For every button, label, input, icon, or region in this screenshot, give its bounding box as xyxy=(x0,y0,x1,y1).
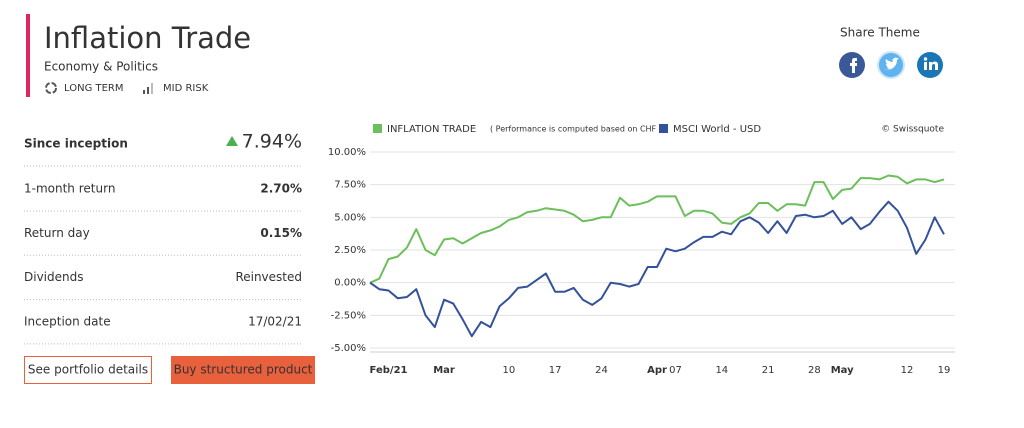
linkedin-button[interactable] xyxy=(917,52,943,78)
stat-label: Return day xyxy=(24,226,90,240)
tag: MID RISK xyxy=(163,83,209,94)
legend-label: INFLATION TRADE xyxy=(387,124,476,135)
tag: LONG TERM xyxy=(64,83,124,94)
x-tick-label: 07 xyxy=(669,365,682,376)
x-tick-label: 21 xyxy=(762,365,775,376)
y-tick-label: 2.50% xyxy=(334,245,366,256)
button-label[interactable]: See portfolio details xyxy=(28,363,148,377)
legend-label: MSCI World - USD xyxy=(673,124,761,135)
stat-label: 1-month return xyxy=(24,182,115,196)
chart-credit: © Swissquote xyxy=(881,125,944,135)
stat-label: Inception date xyxy=(24,314,111,328)
y-tick-label: 0.00% xyxy=(334,278,366,289)
stat-value: Reinvested xyxy=(235,270,302,284)
accent-bar xyxy=(26,14,30,97)
up-arrow xyxy=(226,136,238,146)
x-tick-label: 17 xyxy=(549,365,562,376)
risk-icon xyxy=(143,83,153,94)
y-tick-label: 7.50% xyxy=(334,180,366,191)
legend-swatch xyxy=(373,124,382,133)
chart-note: ( Performance is computed based on CHF ) xyxy=(490,125,662,134)
y-tick-label: 5.00% xyxy=(334,212,366,223)
x-tick-label: 10 xyxy=(503,365,516,376)
x-tick-label: May xyxy=(831,365,854,376)
y-tick-label: -5.00% xyxy=(331,343,366,354)
x-tick-label: 28 xyxy=(808,365,821,376)
y-tick-label: 10.00% xyxy=(328,147,366,158)
y-tick-label: -2.50% xyxy=(331,310,366,321)
stat-value: 0.15% xyxy=(260,226,302,240)
share-title: Share Theme xyxy=(840,26,920,40)
x-tick-label: Feb/21 xyxy=(370,365,408,376)
series-line xyxy=(369,200,945,338)
subtitle: Economy & Politics xyxy=(44,60,158,74)
stat-value: 7.94% xyxy=(242,131,302,153)
twitter-button[interactable] xyxy=(877,51,905,79)
term-icon xyxy=(45,82,57,94)
stat-label: Dividends xyxy=(24,270,83,284)
page-title: Inflation Trade xyxy=(44,21,251,55)
stat-value: 17/02/21 xyxy=(248,314,302,328)
x-tick-label: 19 xyxy=(938,365,951,376)
x-tick-label: 14 xyxy=(715,365,728,376)
stat-value: 2.70% xyxy=(260,182,302,196)
series-line xyxy=(369,174,945,284)
x-tick-label: 12 xyxy=(901,365,914,376)
x-tick-label: 24 xyxy=(595,365,608,376)
legend-swatch xyxy=(659,124,668,133)
button[interactable] xyxy=(171,356,315,384)
x-tick-label: Apr xyxy=(647,365,667,376)
facebook-button[interactable] xyxy=(839,52,865,78)
button[interactable] xyxy=(24,356,152,384)
button-label[interactable]: Buy structured product xyxy=(174,363,313,377)
x-tick-label: Mar xyxy=(433,365,455,376)
stat-label: Since inception xyxy=(24,137,128,151)
